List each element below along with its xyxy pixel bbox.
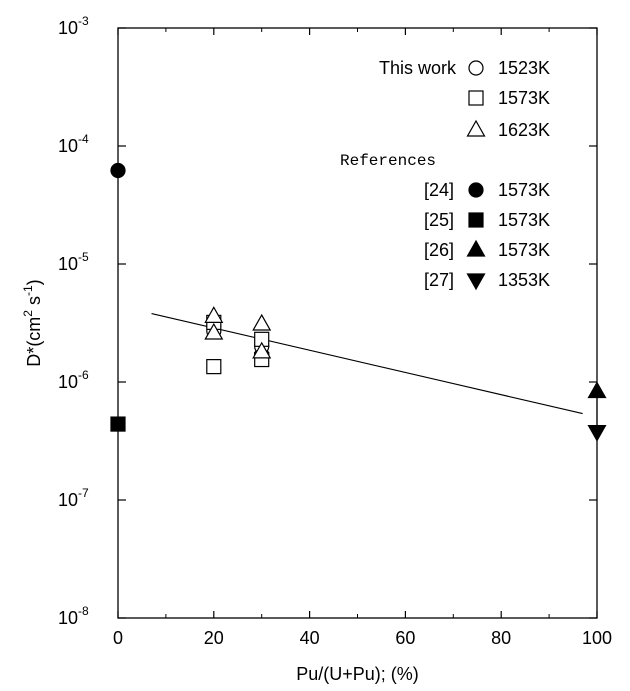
data-point-triangle-up-open — [252, 313, 272, 331]
legend: This work References 1523K 1573K 1623K [24] 15… — [340, 58, 550, 291]
legend-temperature: 1573K — [498, 240, 550, 260]
legend-temperature: 1523K — [498, 58, 550, 78]
y-tick-label: 10-5 — [58, 250, 89, 274]
legend-marker-triangle-up-filled — [466, 239, 486, 257]
axes: 0 20 40 60 80 100 10-8 10-7 10-6 10-5 10-4 10-3 D*(c… — [21, 14, 612, 648]
legend-ref-label: [25] — [424, 210, 454, 230]
y-tick-label: 10-8 — [58, 604, 89, 628]
legend-temperature: 1573K — [498, 88, 550, 108]
x-tick-label: 100 — [582, 628, 612, 648]
legend-marker-square-filled — [468, 212, 484, 228]
data-point-triangle-up-open — [252, 341, 272, 359]
legend-marker-circle-filled — [468, 182, 484, 198]
y-tick-label: 10-6 — [58, 368, 89, 392]
legend-temperature: 1573K — [498, 180, 550, 200]
x-tick-label: 20 — [204, 628, 224, 648]
legend-marker-triangle-up-open — [466, 119, 486, 137]
x-tick-label: 60 — [395, 628, 415, 648]
data-point-triangle-up-open — [204, 306, 224, 323]
x-tick-label: 0 — [113, 628, 123, 648]
x-tick-label: 40 — [300, 628, 320, 648]
legend-group-label: References — [340, 152, 436, 170]
legend-group-label: This work — [379, 58, 457, 78]
legend-temperature: 1573K — [498, 210, 550, 230]
data-point-square-open — [206, 359, 222, 375]
legend-temperature: 1623K — [498, 120, 550, 140]
y-tick-label: 10-7 — [58, 486, 89, 510]
x-tick-label: 80 — [491, 628, 511, 648]
x-axis-label: Pu/(U+Pu); (%) — [296, 664, 419, 684]
legend-marker-triangle-down-filled — [466, 273, 486, 291]
data-point-triangle-up-open — [204, 322, 224, 340]
legend-ref-label: [26] — [424, 240, 454, 260]
legend-ref-label: [27] — [424, 270, 454, 290]
legend-temperature: 1353K — [498, 270, 550, 290]
legend-ref-label: [24] — [424, 180, 454, 200]
fit-line — [151, 313, 583, 415]
legend-marker-circle-open — [468, 60, 484, 76]
plot-area — [110, 162, 607, 442]
legend-marker-square-open — [468, 90, 484, 106]
y-tick-label: 10-4 — [58, 132, 89, 156]
y-axis-label: D*(cm2 s-1) — [21, 279, 44, 366]
y-tick-label: 10-3 — [58, 14, 89, 38]
